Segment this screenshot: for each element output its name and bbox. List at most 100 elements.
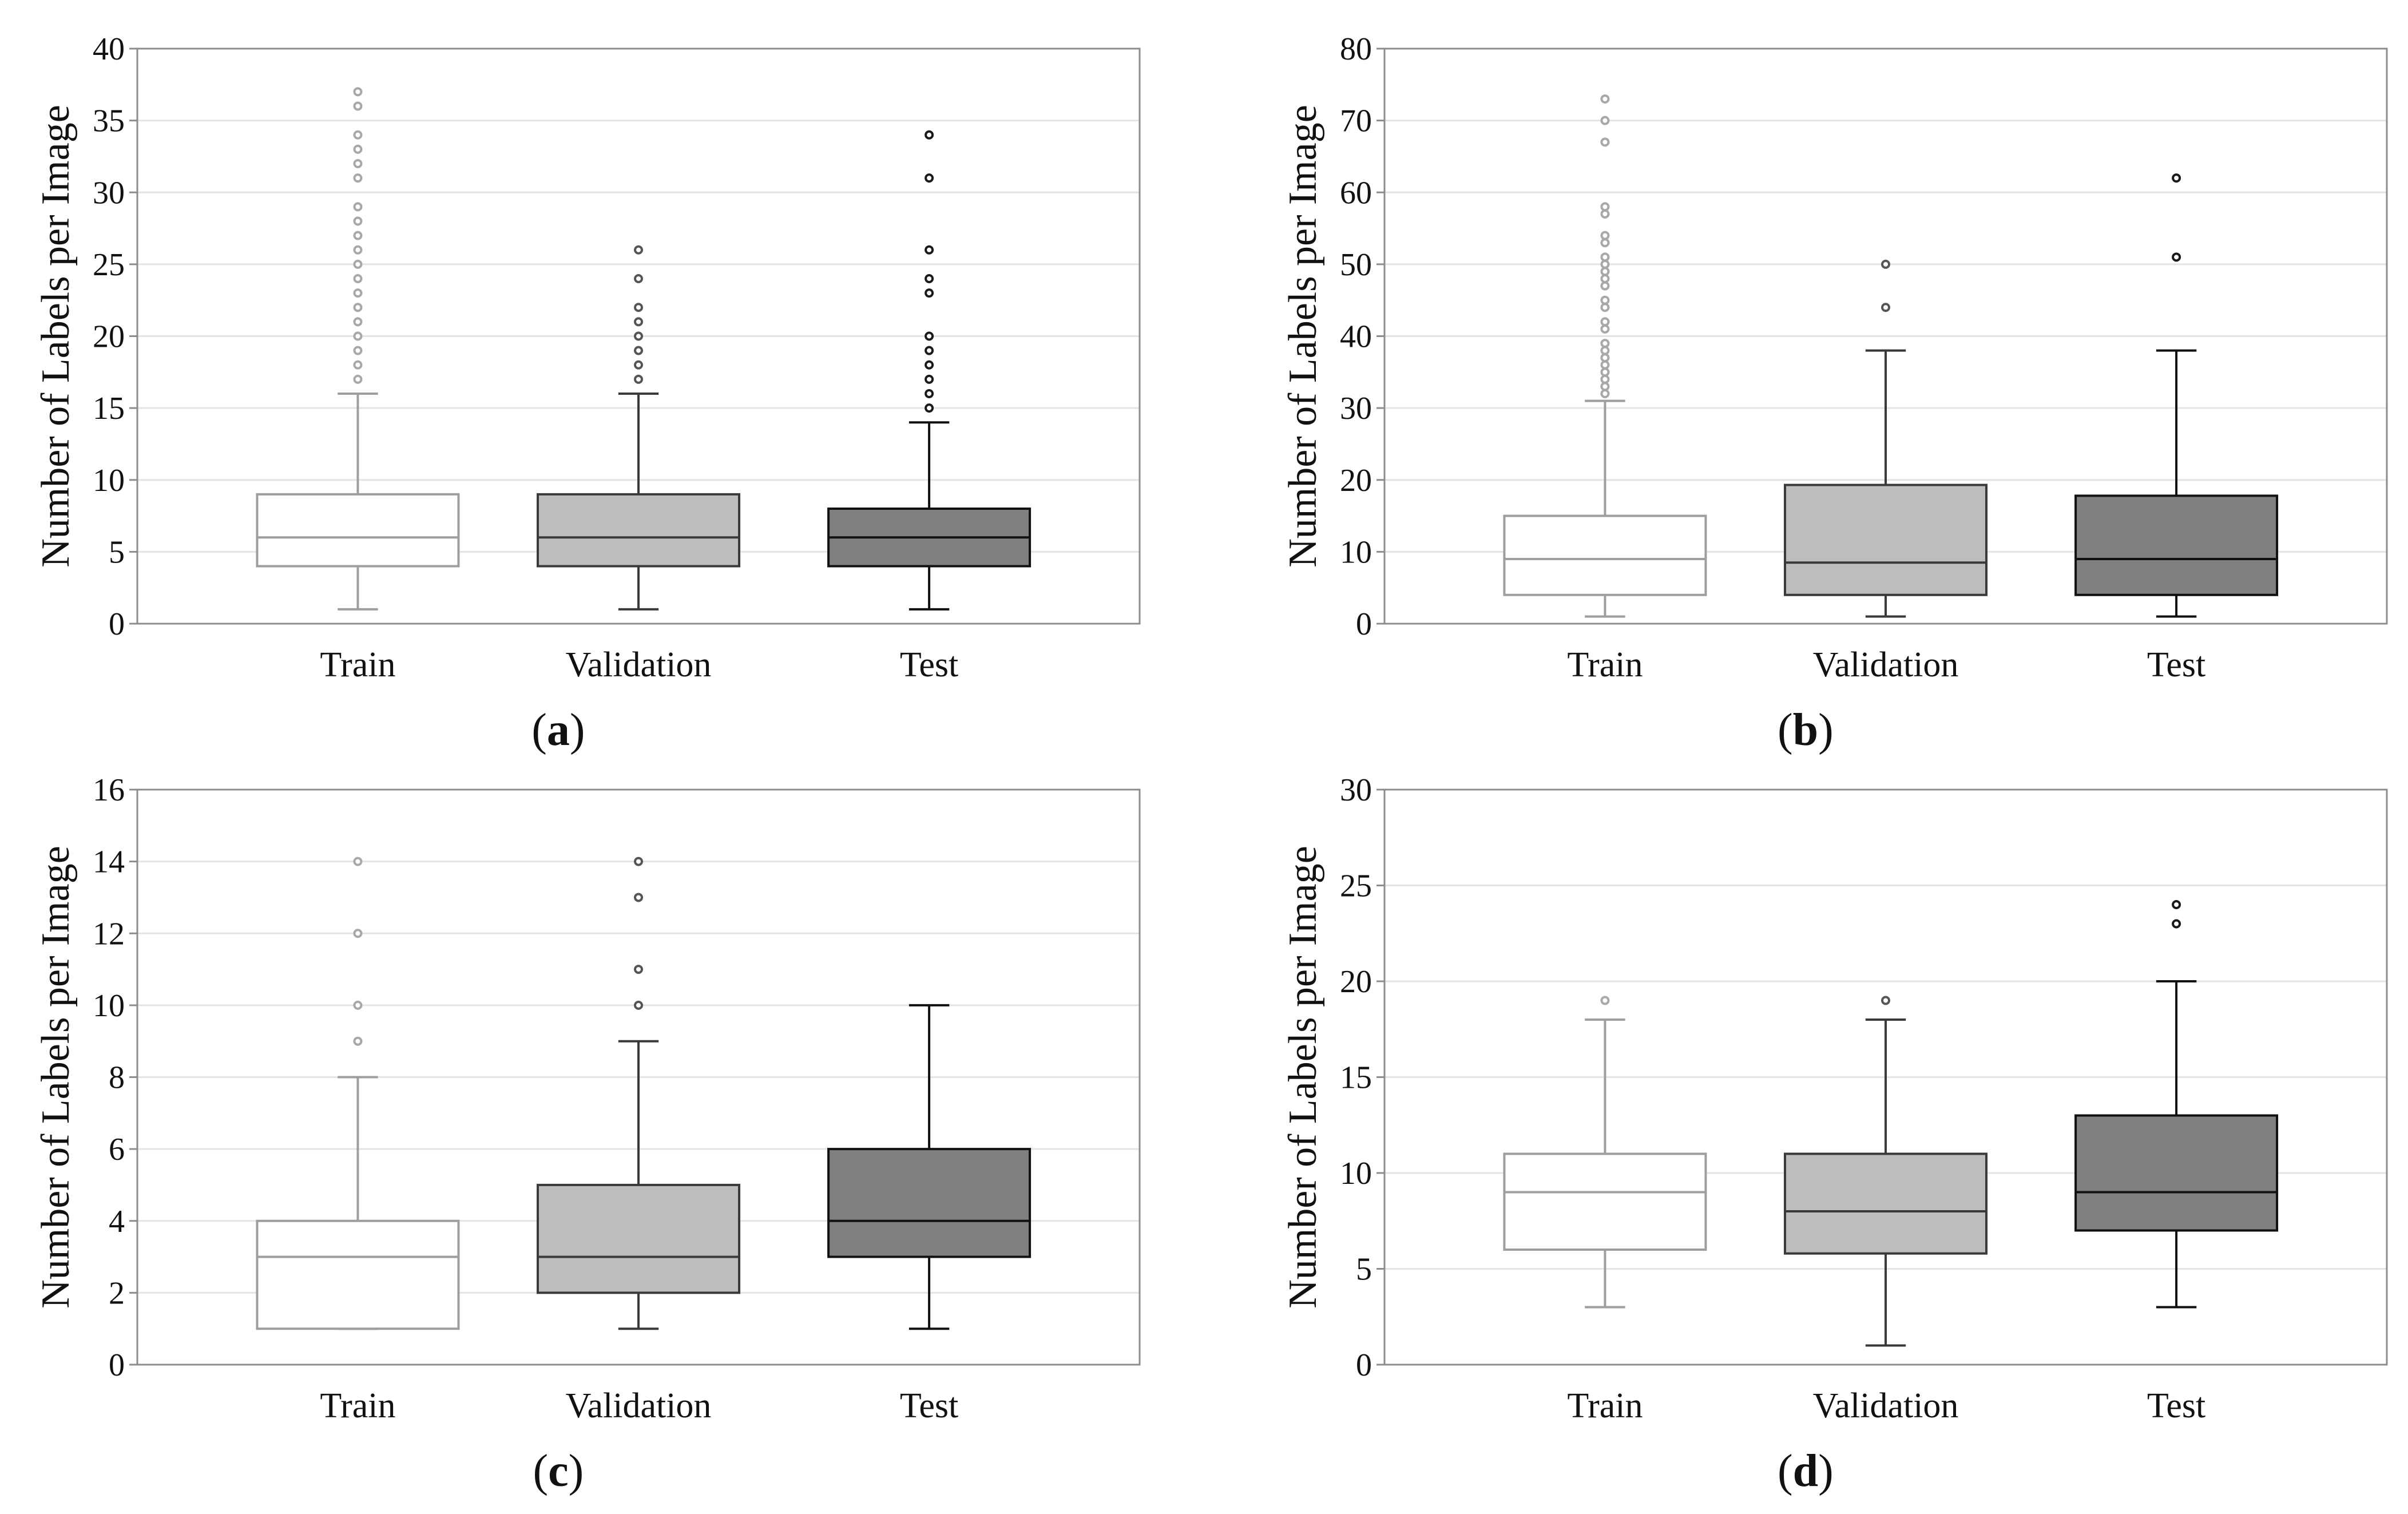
outlier-point [353, 1036, 363, 1046]
y-axis-title: Number of Labels per Image [34, 105, 78, 568]
iqr-box [1503, 1152, 1707, 1251]
y-axis-title: Number of Labels per Image [34, 846, 78, 1309]
outlier-point [1600, 252, 1610, 262]
x-category-label: Validation [566, 645, 712, 684]
outlier-point [634, 893, 643, 902]
outlier-point [1600, 259, 1610, 269]
outlier-point [1600, 274, 1610, 283]
y-tick-label: 0 [109, 1347, 125, 1383]
panel-a: 0 5 10 15 20 25 30 35 40 Number of Labels per Ima… [34, 31, 1141, 755]
outlier-point [1881, 303, 1890, 312]
iqr-box [1503, 514, 1707, 596]
outlier-point [634, 965, 643, 974]
outlier-point [925, 274, 934, 283]
panel-caption-letter: d [1793, 1446, 1819, 1496]
outlier-point [925, 331, 934, 341]
y-tick-label: 15 [93, 391, 125, 426]
x-category-label: Validation [1813, 1386, 1959, 1425]
outlier-point [925, 288, 934, 298]
outlier-point [353, 346, 363, 355]
outlier-point [353, 101, 363, 111]
x-category-label: Test [2147, 1386, 2205, 1425]
iqr-box [256, 493, 460, 568]
outlier-point [353, 144, 363, 154]
outlier-point [353, 202, 363, 212]
outlier-point [1881, 259, 1890, 269]
y-tick-label: 25 [93, 247, 125, 283]
y-tick-label: 50 [1340, 247, 1372, 283]
outlier-point [353, 331, 363, 341]
outlier-point [1600, 137, 1610, 147]
outlier-point [1600, 303, 1610, 312]
x-category-label: Test [900, 645, 958, 684]
outlier-point [1600, 367, 1610, 377]
y-tick-label: 0 [1356, 607, 1372, 642]
outlier-point [2172, 173, 2181, 183]
x-category-label: Test [2147, 645, 2205, 684]
iqr-box [537, 1183, 740, 1294]
outlier-point [353, 288, 363, 298]
outlier-point [1881, 996, 1890, 1005]
outlier-point [353, 317, 363, 327]
outlier-point [925, 360, 934, 370]
x-category-label: Train [1567, 1386, 1643, 1425]
box-train [1503, 996, 1707, 1309]
box-test [2074, 900, 2279, 1309]
y-tick-label: 40 [1340, 319, 1372, 355]
y-tick-label: 5 [1356, 1252, 1372, 1287]
outlier-point [925, 245, 934, 255]
panel-caption: (a) [531, 705, 585, 755]
y-tick-label: 10 [1340, 1156, 1372, 1191]
outlier-point [1600, 360, 1610, 370]
panel-caption-letter: c [548, 1446, 569, 1496]
y-tick-label: 15 [1340, 1060, 1372, 1096]
box-validation [1784, 259, 1988, 618]
panel-caption: (b) [1778, 705, 1834, 755]
iqr-box [537, 493, 740, 568]
y-tick-label: 30 [1340, 772, 1372, 808]
outlier-point [634, 331, 643, 341]
outlier-point [353, 360, 363, 370]
panel-c: 0 2 4 6 8 10 12 14 16 Number of Labels per Image T… [34, 772, 1141, 1496]
y-tick-label: 0 [1356, 1347, 1372, 1383]
box-train [256, 857, 460, 1330]
outlier-point [634, 245, 643, 255]
y-tick-label: 0 [109, 607, 125, 642]
y-tick-label: 10 [93, 463, 125, 498]
outlier-point [634, 374, 643, 384]
outlier-point [1600, 238, 1610, 248]
outlier-point [1600, 317, 1610, 327]
y-tick-label: 12 [93, 916, 125, 952]
y-tick-label: 20 [1340, 463, 1372, 498]
outlier-point [353, 274, 363, 283]
outlier-point [353, 130, 363, 140]
x-category-label: Train [1567, 645, 1643, 684]
outlier-point [634, 303, 643, 312]
outlier-point [2172, 252, 2181, 262]
outlier-point [634, 274, 643, 283]
outlier-point [353, 173, 363, 183]
box-validation [537, 245, 740, 611]
panel-caption-letter: b [1793, 705, 1819, 755]
box-validation [537, 857, 740, 1330]
outlier-point [925, 374, 934, 384]
y-tick-label: 35 [93, 104, 125, 139]
outlier-point [353, 374, 363, 384]
box-test [827, 1004, 1032, 1330]
y-tick-label: 30 [93, 175, 125, 211]
outlier-point [925, 389, 934, 398]
outlier-point [1600, 295, 1610, 305]
y-axis-title: Number of Labels per Image [1281, 105, 1325, 568]
iqr-box [827, 1148, 1032, 1258]
outlier-point [1600, 324, 1610, 334]
outlier-point [1600, 267, 1610, 276]
outlier-point [634, 360, 643, 370]
outlier-point [1600, 202, 1610, 212]
iqr-box [1784, 483, 1988, 596]
iqr-box [2074, 494, 2279, 596]
outlier-point [925, 346, 934, 355]
y-tick-label: 25 [1340, 869, 1372, 904]
y-tick-label: 2 [109, 1275, 125, 1311]
outlier-point [1600, 116, 1610, 125]
